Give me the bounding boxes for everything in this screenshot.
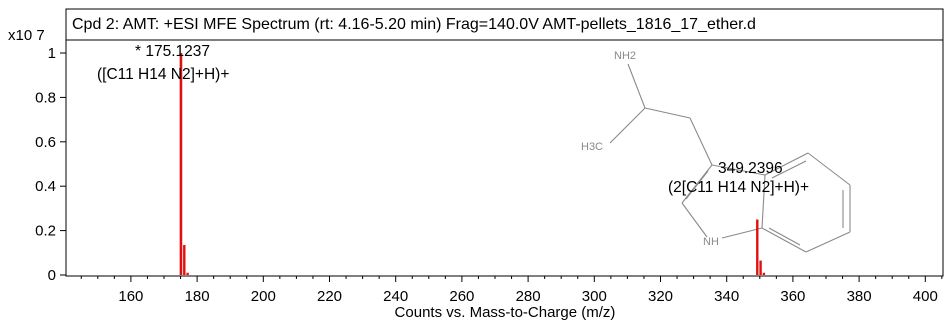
x-tick-label: 160 xyxy=(118,288,143,305)
spectrum-peaks xyxy=(179,53,766,275)
y-tick-label: 1 xyxy=(48,45,56,62)
x-tick-label: 400 xyxy=(913,288,938,305)
x-tick-label: 240 xyxy=(383,288,408,305)
nh2-label: NH2 xyxy=(614,50,636,62)
nh-label: NH xyxy=(703,236,719,248)
x-tick-label: 340 xyxy=(714,288,739,305)
x-tick-label: 360 xyxy=(780,288,805,305)
peak-annotation-2: 349.2396 (2[C11 H14 N2]+H)+ xyxy=(668,160,809,196)
x-tick-label: 380 xyxy=(847,288,872,305)
x-tick-label: 300 xyxy=(582,288,607,305)
plot-frame xyxy=(65,8,944,277)
y-tick-label: 0.4 xyxy=(35,178,56,195)
x-tick-label: 220 xyxy=(317,288,342,305)
peak-annotation-1-mz: * 175.1237 xyxy=(135,43,210,60)
y-axis-multiplier: x10 7 xyxy=(8,27,45,44)
peak-annotation-2-formula: (2[C11 H14 N2]+H)+ xyxy=(668,179,809,196)
y-tick-label: 0.8 xyxy=(35,89,56,106)
x-tick-label: 260 xyxy=(449,288,474,305)
x-tick-label: 320 xyxy=(648,288,673,305)
x-axis: 160 180 200 220 240 260 280 300 320 340 360 380 400 xyxy=(80,276,943,305)
h3c-label: H3C xyxy=(581,141,603,153)
molecule-structure-drawing: NH2 H3C NH xyxy=(581,50,851,253)
chart-title: Cpd 2: AMT: +ESI MFE Spectrum (rt: 4.16-… xyxy=(72,16,756,33)
x-tick-label: 180 xyxy=(185,288,210,305)
x-tick-label: 280 xyxy=(516,288,541,305)
y-axis: 0 0.2 0.4 0.6 0.8 1 xyxy=(35,45,66,284)
peak-annotation-1-formula: ([C11 H14 N2]+H)+ xyxy=(97,66,229,83)
peak-annotation-1: * 175.1237 ([C11 H14 N2]+H)+ xyxy=(97,43,229,83)
x-tick-label: 200 xyxy=(251,288,276,305)
y-tick-label: 0.6 xyxy=(35,134,56,151)
peak-annotation-2-mz: 349.2396 xyxy=(718,160,783,177)
y-tick-label: 0 xyxy=(48,267,56,284)
y-tick-label: 0.2 xyxy=(35,223,56,240)
x-axis-title: Counts vs. Mass-to-Charge (m/z) xyxy=(395,304,616,321)
